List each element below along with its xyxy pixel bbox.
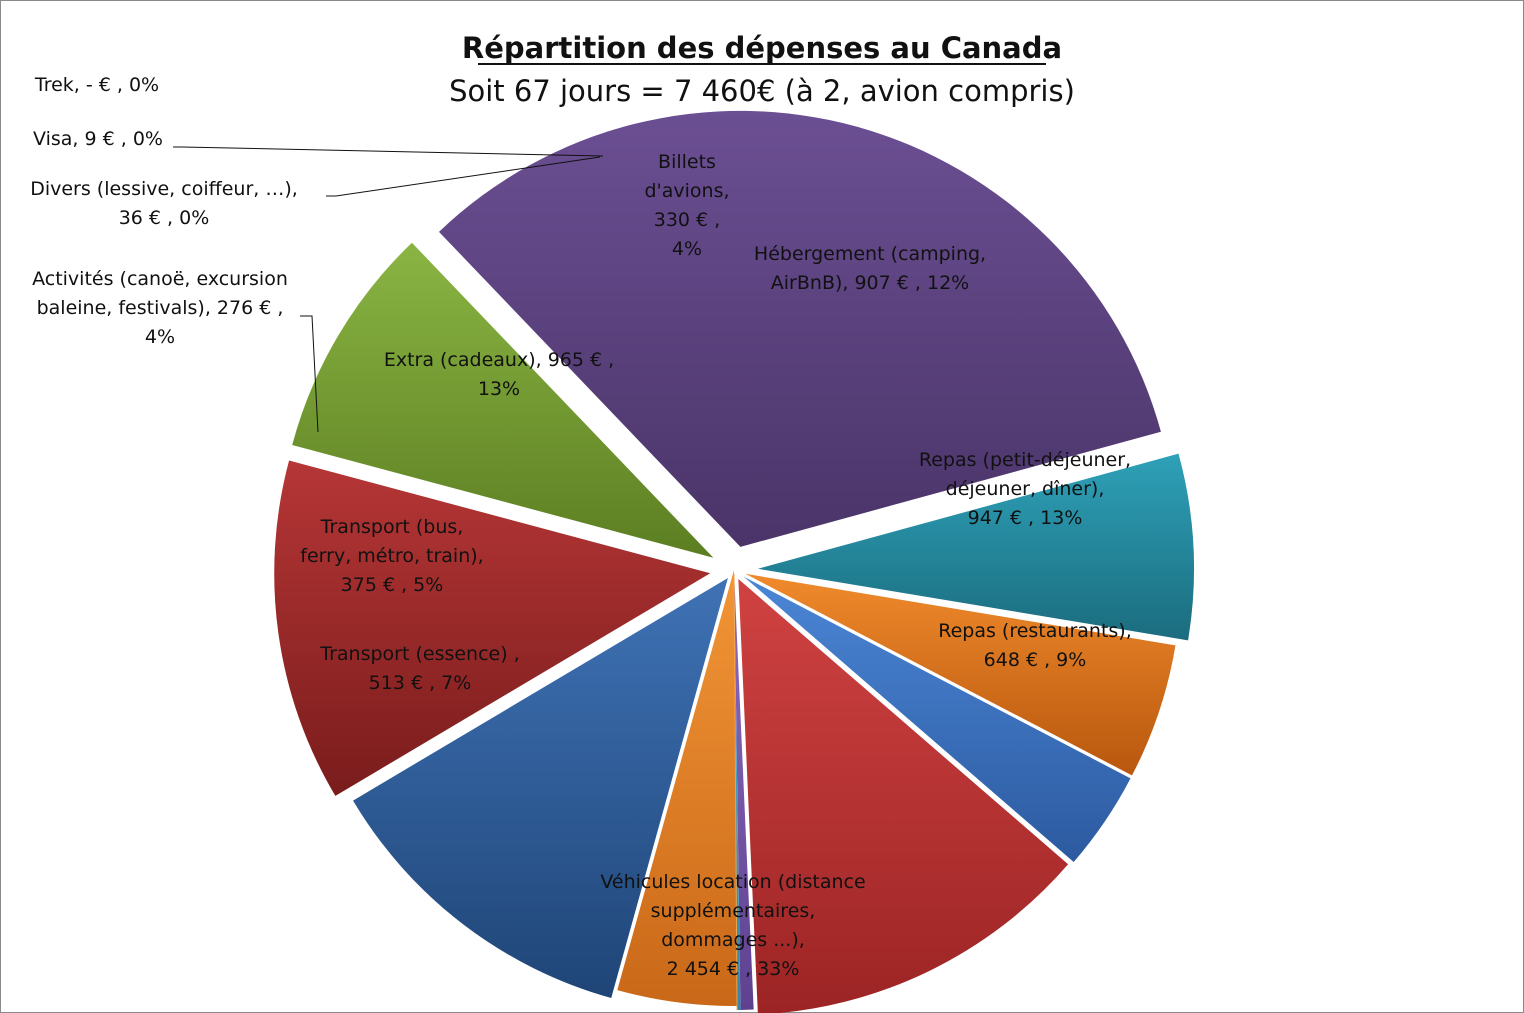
slice-label-line: Repas (petit-déjeuner, (919, 449, 1131, 471)
slice-label-line: Véhicules location (distance (600, 871, 865, 893)
leader-line-visa (173, 146, 604, 157)
slice-label-line: 4% (145, 326, 175, 348)
slice-label-line: Extra (cadeaux), 965 € , (384, 349, 614, 371)
slice-label-line: déjeuner, dîner), (946, 478, 1105, 500)
pie-slice-visa (734, 573, 741, 1010)
slice-label-visa: Visa, 9 € , 0% (33, 128, 163, 150)
slice-label-line: Repas (restaurants), (938, 620, 1132, 642)
slice-label-vehicules-location-distance-supplementaires-dommages: Véhicules location (distance supplémentai… (600, 871, 865, 980)
slice-label-repas-restaurants: Repas (restaurants), 648 € , 9% (938, 620, 1132, 671)
slice-label-line: 2 454 € , 33% (667, 958, 800, 980)
pie-slice-transport-bus-ferry-metro-train (745, 573, 1176, 776)
slice-label-line: 330 € , (654, 209, 720, 231)
slice-label-transport-essence: Transport (essence) , 513 € , 7% (319, 643, 519, 694)
pie-slice-divers-lessive-coiffeur (734, 573, 754, 1010)
slice-label-line: d'avions, (644, 180, 729, 202)
chart-title: Répartition des dépenses au Canada (462, 31, 1062, 65)
slice-label-divers-lessive-coiffeur: Divers (lessive, coiffeur, …), 36 € , 0% (30, 178, 298, 229)
slice-label-billets-d-avions: Billets d'avions, 330 € , 4% (644, 151, 729, 260)
slice-label-extra-cadeaux: Extra (cadeaux), 965 € , 13% (384, 349, 614, 400)
slice-label-line: 4% (672, 238, 702, 260)
chart-subtitle: Soit 67 jours = 7 460€ (à 2, avion compr… (449, 74, 1075, 108)
leader-line-activites-canoe-excursion-baleine-festivals (300, 315, 319, 433)
leader-line-divers-lessive-coiffeur (326, 156, 601, 197)
pie-slice-trek (733, 573, 738, 1010)
slice-label-line: Activités (canoë, excursion (32, 268, 288, 290)
slice-label-line: 513 € , 7% (369, 672, 472, 694)
slice-label-line: 947 € , 13% (968, 507, 1083, 529)
slice-label-transport-bus-ferry-metro-train: Transport (bus, ferry, métro, train), 375 … (300, 516, 483, 596)
pie-slice-hebergement-camping-airbnb (353, 577, 728, 999)
slice-label-line: 375 € , 5% (341, 574, 444, 596)
slice-label-line: baleine, festivals), 276 € , (37, 297, 284, 319)
slice-label-line: 13% (478, 378, 520, 400)
slice-label-line: Billets (658, 151, 716, 173)
slice-label-line: Divers (lessive, coiffeur, …), (30, 178, 298, 200)
slice-label-line: Transport (bus, (320, 516, 464, 538)
slice-label-line: ferry, métro, train), (300, 545, 483, 567)
slice-label-line: 36 € , 0% (119, 207, 210, 229)
pie-slice-extra-cadeaux (738, 578, 1069, 1013)
slice-label-line: Hébergement (camping, (754, 243, 986, 265)
pie-slice-repas-petit-dejeuner-dejeuner-diner (274, 460, 711, 796)
slice-label-line: Trek, - € , 0% (34, 74, 159, 96)
pie-slice-repas-restaurants (292, 242, 714, 558)
slice-label-line: Visa, 9 € , 0% (33, 128, 163, 150)
slice-label-line: 648 € , 9% (984, 649, 1087, 671)
slice-label-line: supplémentaires, (651, 900, 816, 922)
slice-label-line: AirBnB), 907 € , 12% (771, 272, 969, 294)
slice-label-line: dommages ...), (661, 929, 805, 951)
pie-slice-billets-d-avions (617, 570, 738, 1006)
slice-label-repas-petit-dejeuner-dejeuner-diner: Repas (petit-déjeuner, déjeuner, dîner), 9… (919, 449, 1131, 529)
slice-label-activites-canoe-excursion-baleine-festivals: Activités (canoë, excursion baleine, fest… (32, 268, 288, 348)
slice-label-line: Transport (essence) , (319, 643, 519, 665)
pie-slice-transport-essence (757, 453, 1194, 641)
slice-label-trek: Trek, - € , 0% (34, 74, 159, 96)
slice-label-hebergement-camping-airbnb: Hébergement (camping, AirBnB), 907 € , 12… (754, 243, 986, 294)
pie-slice-vehicules-location-distance-supplementaires-dommages (438, 110, 1161, 547)
pie-slice-activites-canoe-excursion-baleine-festivals (743, 576, 1131, 862)
